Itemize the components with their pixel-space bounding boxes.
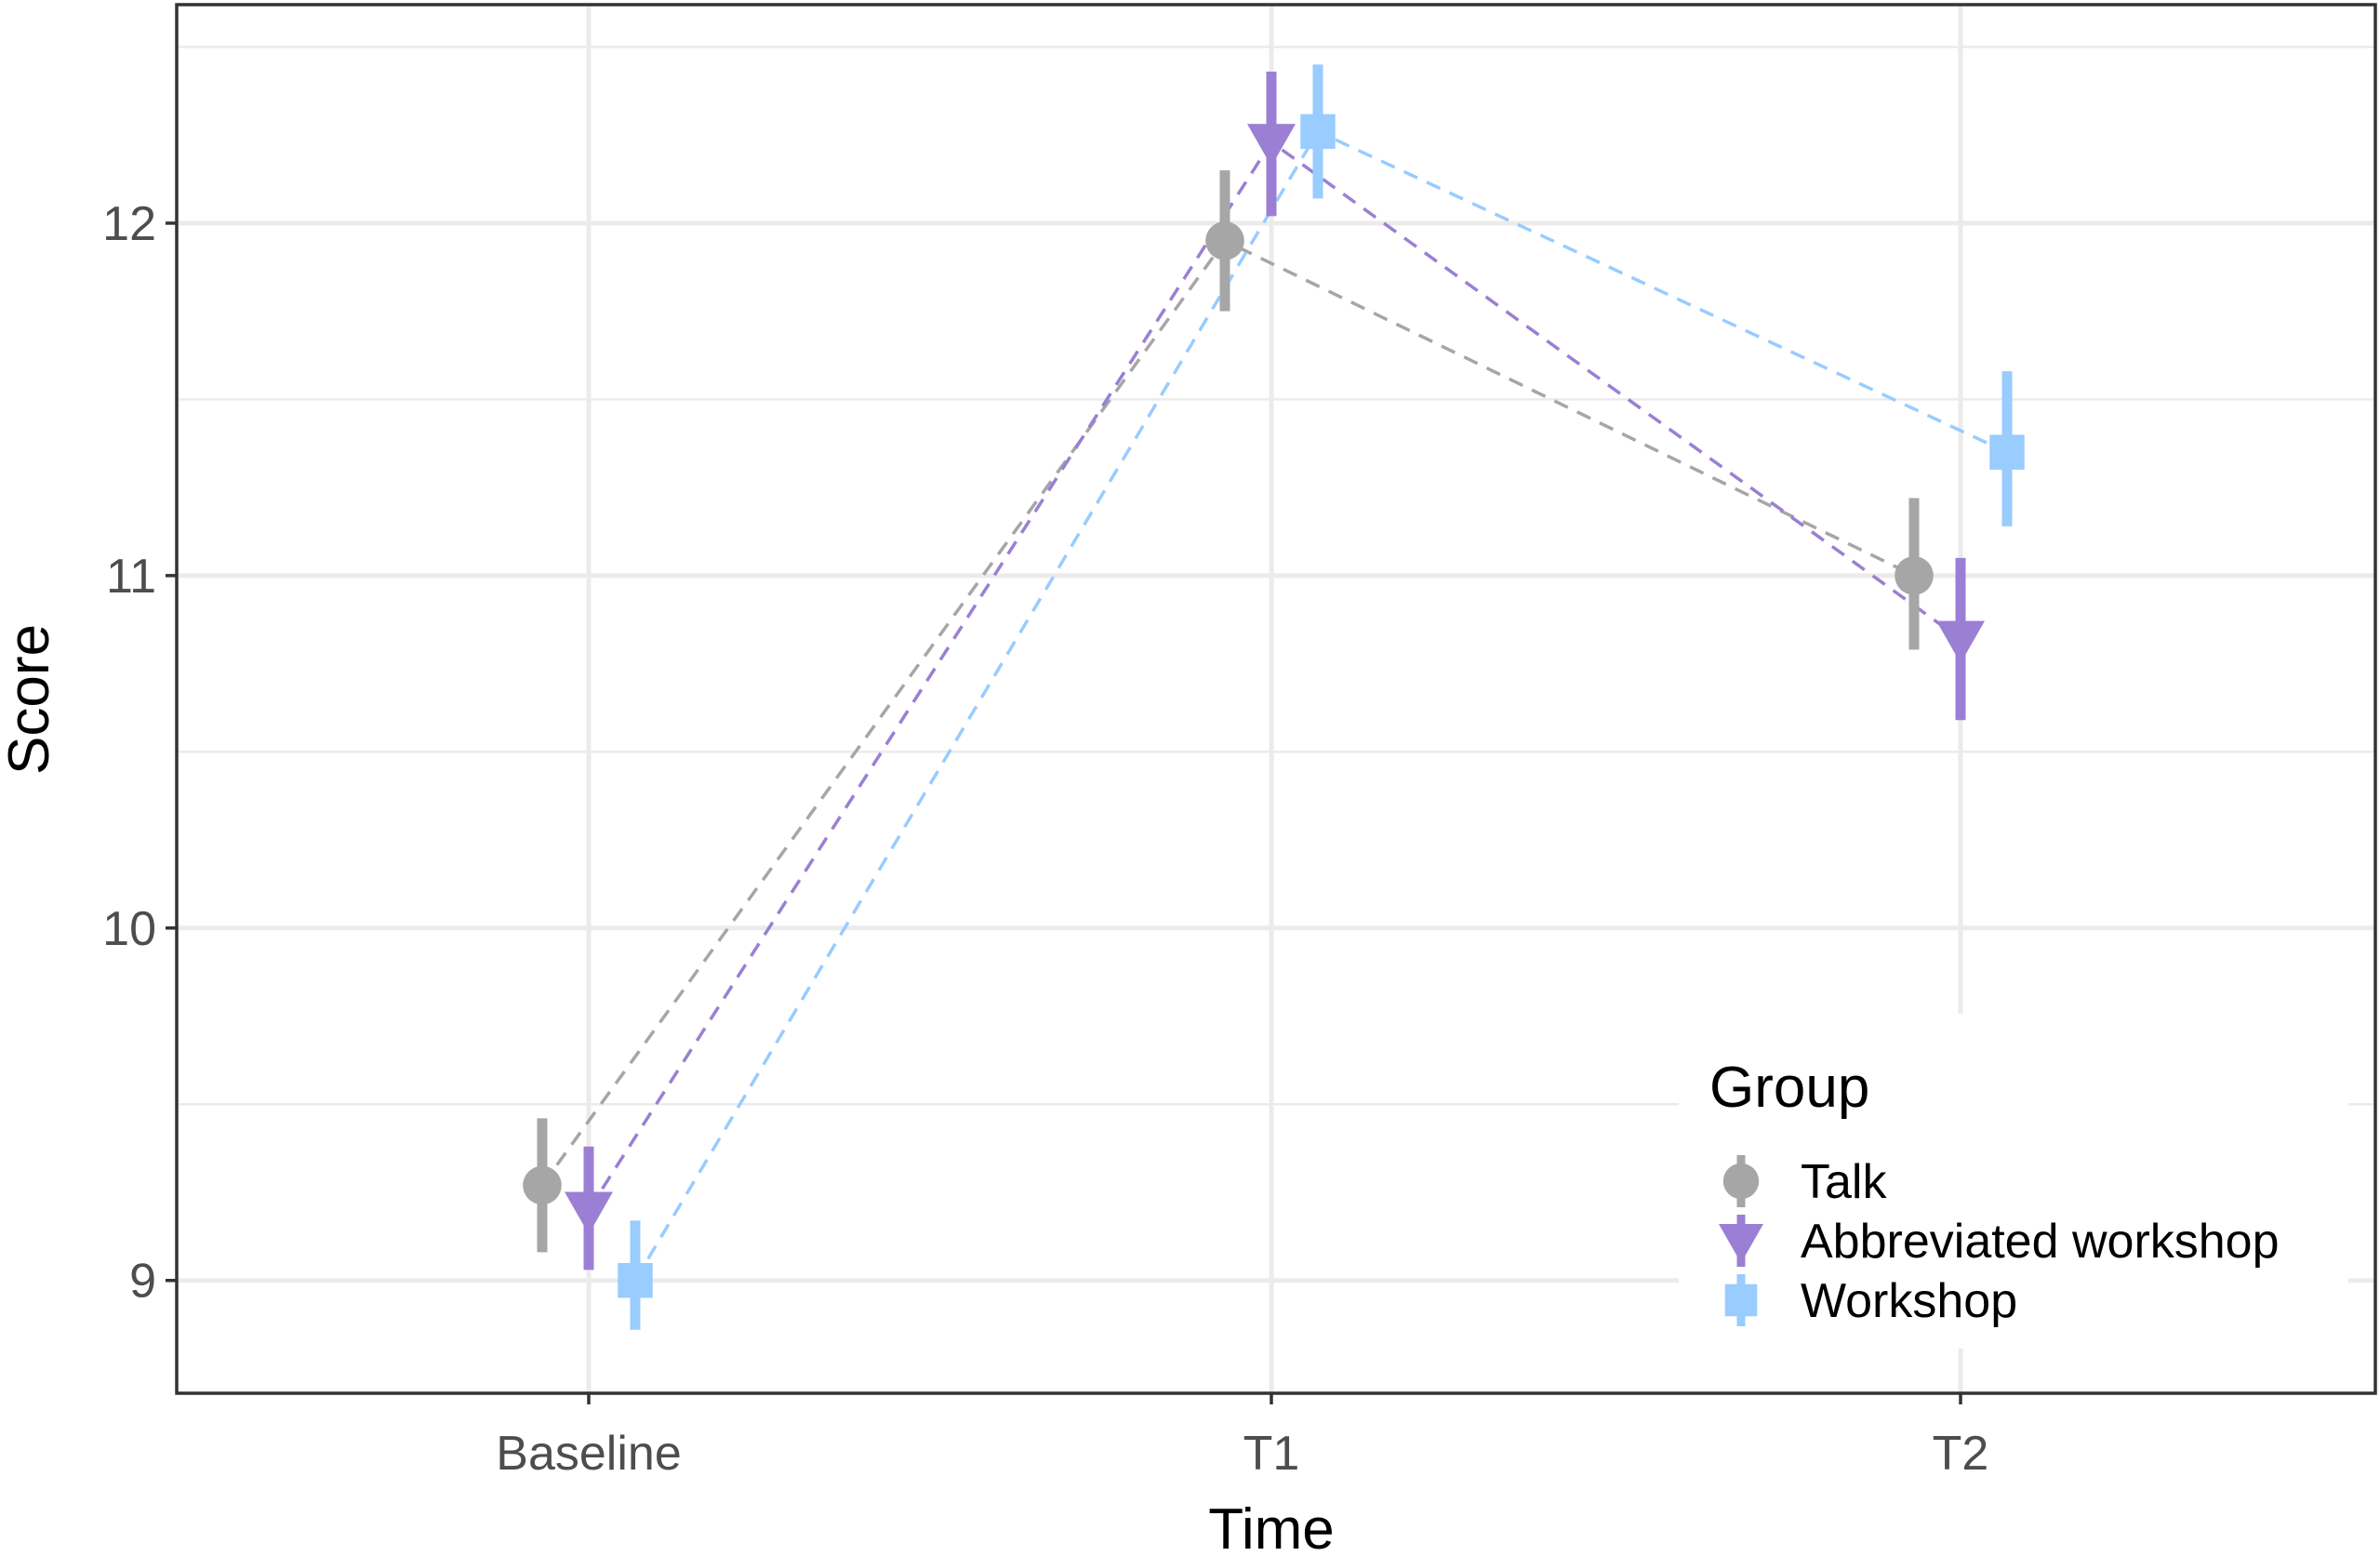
- data-point: [1300, 113, 1336, 150]
- x-tick-label: Baseline: [496, 1427, 681, 1481]
- data-point: [1205, 221, 1244, 260]
- data-point: [1936, 620, 1985, 664]
- legend-key-marker: [1719, 1224, 1763, 1263]
- x-axis-title: Time: [1208, 1497, 1334, 1556]
- data-point: [523, 1165, 562, 1205]
- y-tick-label: 11: [106, 550, 156, 604]
- data-point: [618, 1263, 653, 1298]
- legend-label: Workshop: [1801, 1274, 2017, 1328]
- data-point: [1895, 556, 1934, 595]
- y-tick-label: 12: [102, 197, 156, 251]
- data-point: [1247, 124, 1296, 166]
- plot-panel-border: [175, 3, 2377, 1395]
- y-axis: 9 10 11 12: [102, 197, 177, 1309]
- legend-key-marker: [1722, 1163, 1760, 1200]
- x-tick-label: T2: [1933, 1427, 1989, 1481]
- data-point: [1989, 434, 2025, 470]
- legend-title: Group: [1709, 1056, 1869, 1120]
- x-axis: Baseline T1 T2: [496, 1393, 1988, 1481]
- y-tick-label: 9: [129, 1255, 156, 1309]
- x-tick-label: T1: [1243, 1427, 1300, 1481]
- data-markers: [523, 113, 2025, 1298]
- y-tick-label: 10: [102, 902, 156, 956]
- legend-label: Talk: [1801, 1155, 1887, 1209]
- y-axis-title: Score: [0, 624, 61, 775]
- legend-key-marker: [1724, 1283, 1758, 1317]
- data-point: [565, 1191, 613, 1234]
- legend-background: [1679, 1014, 2348, 1349]
- legend-label: Abbreviated workshop: [1801, 1215, 2280, 1269]
